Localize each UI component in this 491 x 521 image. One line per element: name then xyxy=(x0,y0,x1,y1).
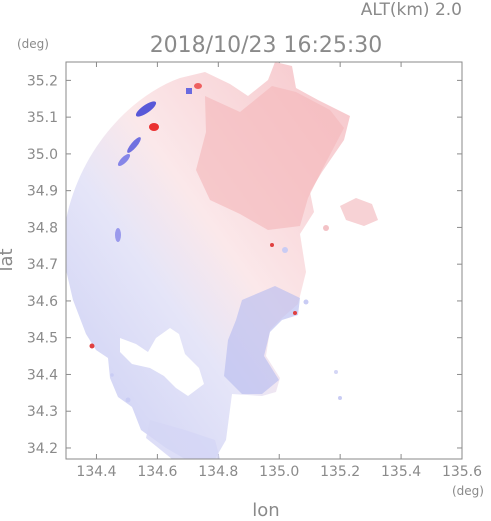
echo-red-5 xyxy=(270,243,274,247)
echo-speck-3 xyxy=(303,299,309,305)
header: ALT(km) 2.0 2018/10/23 16:25:30 xyxy=(150,0,462,58)
y-axis-ticks: 35.2 35.1 35.0 34.9 34.8 34.7 34.6 34.5 34.4 34.3… xyxy=(27,73,462,457)
echo-blue-3 xyxy=(117,153,131,167)
y-tick-label-5: 34.7 xyxy=(27,257,58,273)
echo-speck-4 xyxy=(334,370,338,374)
plot-frame xyxy=(65,61,463,460)
y-unit-label: (deg) xyxy=(17,37,49,51)
y-tick-label-2: 35.0 xyxy=(27,147,58,163)
y-tick-label-7: 34.5 xyxy=(27,331,58,347)
y-tick-label-6: 34.6 xyxy=(27,294,58,310)
y-tick-label-10: 34.2 xyxy=(27,441,58,457)
x-tick-label-0: 134.4 xyxy=(76,464,116,480)
echo-blue-1 xyxy=(135,101,157,117)
x-tick-label-5: 135.4 xyxy=(381,464,421,480)
x-tick-label-4: 135.2 xyxy=(320,464,360,480)
echo-cluster-east xyxy=(340,198,378,226)
echo-speck-7 xyxy=(110,373,114,377)
x-unit-label: (deg) xyxy=(452,484,484,498)
echo-red-1 xyxy=(149,123,159,131)
echo-red-2 xyxy=(194,83,202,89)
echo-speck-1 xyxy=(323,225,329,231)
scattered-echoes xyxy=(110,198,378,403)
x-tick-label-6: 135.6 xyxy=(442,464,482,480)
x-axis-title: lon xyxy=(252,500,279,521)
strong-approaching-echoes xyxy=(115,88,192,242)
receding-core xyxy=(196,86,344,230)
strong-receding-echoes xyxy=(89,83,297,349)
echo-speck-5 xyxy=(338,396,342,400)
y-tick-label-8: 34.4 xyxy=(27,367,58,383)
echo-speck-6 xyxy=(125,397,131,403)
x-axis-ticks: 134.4 134.6 134.8 135.0 135.2 135.4 135.6 xyxy=(76,62,482,480)
y-tick-label-0: 35.2 xyxy=(27,73,58,89)
y-tick-label-3: 34.9 xyxy=(27,184,58,200)
echo-blue-4 xyxy=(115,228,121,242)
timestamp-title: 2018/10/23 16:25:30 xyxy=(150,33,383,58)
echo-speck-2 xyxy=(282,247,288,253)
echo-red-4 xyxy=(293,311,297,315)
outer-ring xyxy=(146,420,220,459)
echo-blue-5 xyxy=(186,88,192,94)
radar-coverage xyxy=(66,62,378,459)
approaching-lobe xyxy=(224,286,300,394)
x-tick-label-1: 134.6 xyxy=(137,464,177,480)
y-tick-label-9: 34.3 xyxy=(27,404,58,420)
x-tick-label-3: 135.0 xyxy=(259,464,299,480)
echo-red-3 xyxy=(89,343,95,349)
x-tick-label-2: 134.8 xyxy=(198,464,238,480)
echo-blue-2 xyxy=(127,137,141,153)
y-tick-label-1: 35.1 xyxy=(27,110,58,126)
y-tick-label-4: 34.8 xyxy=(27,220,58,236)
altitude-label: ALT(km) 2.0 xyxy=(361,0,462,20)
y-axis-title: lat xyxy=(0,248,17,271)
